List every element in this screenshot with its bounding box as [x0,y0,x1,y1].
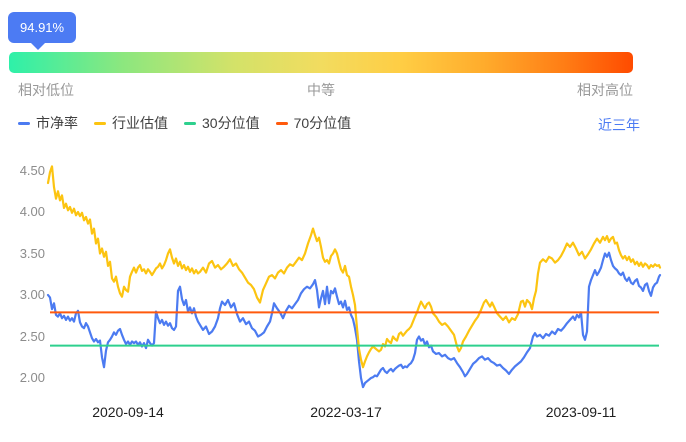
x-axis-tick-label: 2022-03-17 [310,404,382,420]
legend-item-1[interactable]: 行业估值 [94,113,168,133]
chart-legend: 市净率 行业估值 30分位值 70分位值 [18,114,367,132]
legend-dash-icon [18,121,30,125]
legend-item-3[interactable]: 70分位值 [275,113,352,133]
legend-item-0[interactable]: 市净率 [18,113,78,133]
series-line-行业估值 [46,165,662,369]
series-line-市净率 [46,251,662,389]
x-axis-tick-label: 2023-09-11 [545,404,617,420]
legend-item-label: 70分位值 [293,115,352,131]
valuation-gauge-bar[interactable] [9,52,633,73]
y-axis-tick-label: 4.50 [19,162,45,178]
y-axis-tick-label: 3.00 [19,287,45,302]
y-axis-tick-label: 2.00 [19,370,45,385]
legend-dash-icon [184,121,196,125]
percentile-tooltip: 94.91% [8,12,77,50]
y-axis-tick-label: 3.50 [19,245,45,261]
percentile-value: 94.91% [20,20,65,35]
gauge-labels: 相对低位 中等 相对高位 [9,80,633,98]
gauge-label-high: 相对高位 [577,82,633,98]
gauge-label-mid: 中等 [307,82,335,98]
gauge-label-low: 相对低位 [18,82,74,98]
tooltip-arrow-icon [30,42,46,50]
y-axis-tick-label: 4.00 [19,204,45,219]
range-selector-link[interactable]: 近三年 [598,117,640,133]
legend-item-label: 30分位值 [202,115,260,131]
legend-item-label: 行业估值 [112,115,168,131]
y-axis-tick-label: 2.50 [19,328,45,344]
legend-item-label: 市净率 [36,115,78,131]
x-axis-tick-label: 2020-09-14 [92,404,164,420]
legend-dash-icon [94,121,106,125]
legend-item-2[interactable]: 30分位值 [184,113,260,133]
legend-dash-icon [275,121,288,125]
